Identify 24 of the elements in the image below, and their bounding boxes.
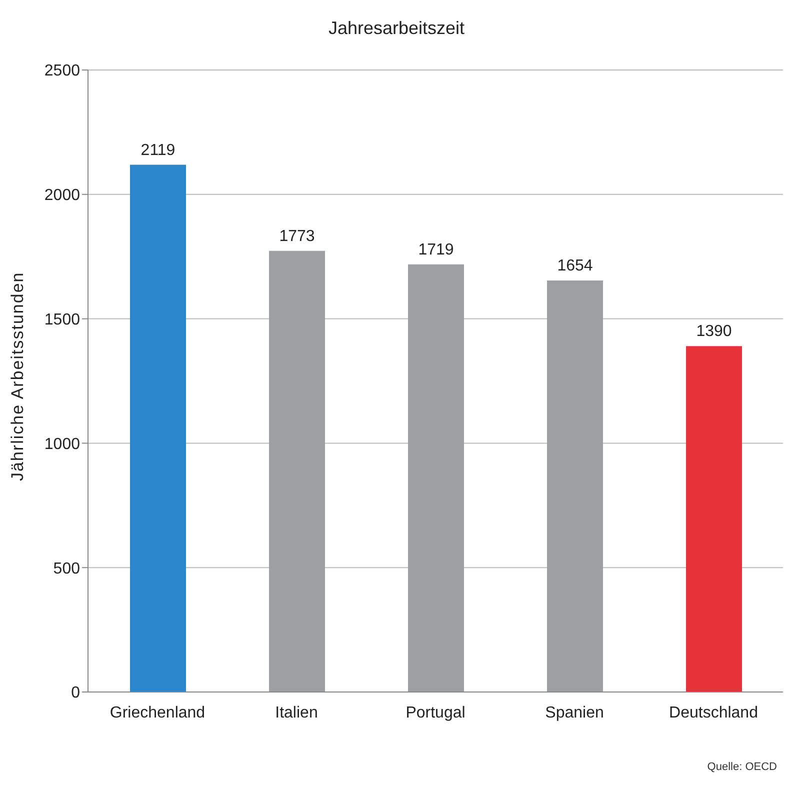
data-label: 1773 xyxy=(279,228,315,245)
x-tick-label: Griechenland xyxy=(110,704,206,722)
bar xyxy=(547,280,603,692)
data-label: 1390 xyxy=(696,323,732,340)
x-tick-label: Spanien xyxy=(545,704,604,722)
y-tick-label: 1500 xyxy=(44,311,80,328)
data-label: 1654 xyxy=(557,257,593,274)
bar xyxy=(408,264,464,692)
y-tick-label: 1000 xyxy=(44,436,80,453)
bar xyxy=(269,250,325,692)
x-tick-label: Portugal xyxy=(406,704,466,722)
chart-title: Jahresarbeitszeit xyxy=(327,18,466,39)
y-tick-label: 2000 xyxy=(44,187,80,204)
x-tick-label: Deutschland xyxy=(669,704,758,722)
data-label: 2119 xyxy=(140,142,176,159)
y-tick-label: 2500 xyxy=(44,62,80,80)
source-note: Quelle: OECD xyxy=(707,761,777,773)
y-tick-label: 0 xyxy=(71,684,80,702)
bar xyxy=(686,346,742,692)
x-tick-label: Italien xyxy=(275,704,318,722)
bar xyxy=(130,164,186,692)
data-label: 1719 xyxy=(418,241,454,258)
y-axis-title: Jährliche Arbeitsstunden xyxy=(8,272,28,481)
y-tick-label: 500 xyxy=(53,560,80,578)
